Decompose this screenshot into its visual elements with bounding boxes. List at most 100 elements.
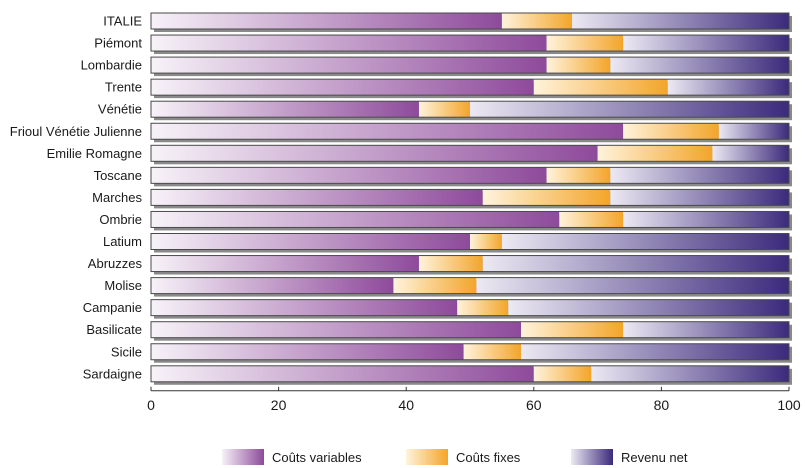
bar-net-lombardie (610, 57, 789, 74)
legend-swatch-fixed (406, 449, 448, 465)
bar-variable-sicile (151, 343, 464, 360)
bar-net-molise (476, 277, 789, 294)
bars-layer (150, 12, 792, 385)
x-tick-label: 80 (654, 397, 670, 413)
category-label: Basilicate (86, 322, 142, 337)
bar-variable-venetie (151, 101, 419, 118)
bar-fixed-molise (393, 277, 477, 294)
bar-variable-basilicate (151, 321, 522, 338)
bar-outline-campanie (150, 299, 790, 317)
bar-outline-sardaigne (150, 365, 790, 383)
bar-net-basilicate (623, 321, 789, 338)
bar-fixed-ombrie (559, 211, 624, 228)
bar-variable-frioul-venetie-julienne (151, 123, 624, 140)
bar-variable-molise (151, 277, 394, 294)
bar-net-sicile (521, 343, 789, 360)
bar-fixed-venetie (418, 101, 470, 118)
bar-fixed-trente (533, 79, 668, 96)
bar-fixed-sicile (463, 343, 522, 360)
legend-label-fixed: Coûts fixes (456, 450, 521, 465)
bar-variable-toscane (151, 167, 547, 184)
bar-fixed-basilicate (521, 321, 624, 338)
bar-net-venetie (470, 101, 789, 118)
category-label: Vénétie (98, 102, 142, 117)
category-label: Abruzzes (88, 256, 143, 271)
x-axis: 0 20 40 60 80 100 (147, 386, 801, 413)
bar-net-sardaigne (591, 365, 789, 382)
bar-net-latium (501, 233, 789, 250)
bar-variable-trente (151, 79, 534, 96)
legend-item-fixed: Coûts fixes (406, 449, 521, 465)
legend-label-net: Revenu net (621, 450, 688, 465)
category-label: Molise (104, 278, 142, 293)
bar-variable-sardaigne (151, 365, 534, 382)
bar-variable-latium (151, 233, 470, 250)
bar-fixed-emilie-romagne (597, 145, 713, 162)
bar-outline-basilicate (150, 321, 790, 339)
bar-fixed-marches (482, 189, 611, 206)
bar-variable-marches (151, 189, 483, 206)
bar-outline-latium (150, 233, 790, 250)
bar-outline-lombardie (150, 56, 790, 74)
bar-fixed-latium (470, 233, 502, 250)
bar-net-frioul-venetie-julienne (718, 123, 789, 140)
category-label: Latium (103, 234, 142, 249)
bar-fixed-toscane (546, 167, 611, 184)
bar-fixed-lombardie (546, 57, 611, 74)
legend-swatch-variable (222, 449, 264, 465)
bar-fixed-frioul-venetie-julienne (623, 123, 719, 140)
x-tick-label: 40 (398, 397, 414, 413)
bar-outline-molise (150, 277, 790, 295)
category-label: Toscane (94, 168, 142, 183)
category-label: Sicile (111, 344, 142, 359)
bar-outline-trente (150, 78, 790, 96)
category-label: Frioul Vénétie Julienne (10, 124, 142, 139)
bar-fixed-sardaigne (533, 365, 592, 382)
bar-outline-ombrie (150, 210, 790, 228)
bar-outline-italie (150, 12, 790, 30)
bar-fixed-piemont (546, 35, 624, 52)
bar-net-campanie (508, 299, 789, 316)
legend: Coûts variables Coûts fixes Revenu net (222, 449, 688, 465)
category-label: Lombardie (81, 58, 142, 73)
bar-variable-campanie (151, 299, 458, 316)
bar-net-marches (610, 189, 789, 206)
bar-net-abruzzes (482, 255, 789, 272)
legend-label-variable: Coûts variables (272, 450, 362, 465)
bar-net-toscane (610, 167, 789, 184)
bar-net-piemont (623, 35, 789, 52)
legend-item-variable: Coûts variables (222, 449, 362, 465)
bar-fixed-italie (501, 13, 573, 29)
bar-outline-emilie-romagne (150, 144, 790, 162)
bar-fixed-campanie (457, 299, 509, 316)
bar-fixed-abruzzes (418, 255, 483, 272)
bar-variable-ombrie (151, 211, 560, 228)
category-label: Emilie Romagne (47, 146, 142, 161)
bar-net-emilie-romagne (712, 145, 789, 162)
category-label: Piémont (94, 36, 142, 51)
bar-outline-sicile (150, 343, 790, 361)
bar-outline-abruzzes (150, 255, 790, 273)
bar-outline-toscane (150, 166, 790, 184)
bar-net-trente (667, 79, 789, 96)
category-label: Ombrie (99, 212, 142, 227)
x-tick-label: 20 (271, 397, 287, 413)
category-label: Marches (92, 190, 142, 205)
category-label: ITALIE (103, 14, 142, 29)
category-label: Trente (105, 80, 142, 95)
bar-net-ombrie (623, 211, 789, 228)
bar-outline-frioul-venetie-julienne (150, 122, 790, 140)
x-tick-label: 0 (147, 397, 155, 413)
category-labels: ITALIE Piémont Lombardie Trente Vénétie Friou… (10, 14, 143, 382)
legend-swatch-net (571, 449, 613, 465)
bar-net-italie (572, 13, 789, 29)
bar-outline-piemont (150, 34, 790, 52)
bar-outline-marches (150, 188, 790, 206)
bar-variable-italie (151, 13, 502, 29)
bar-variable-emilie-romagne (151, 145, 598, 162)
bar-outline-venetie (150, 100, 790, 118)
x-tick-label: 100 (777, 397, 801, 413)
bar-variable-lombardie (151, 57, 547, 74)
category-label: Campanie (83, 300, 142, 315)
